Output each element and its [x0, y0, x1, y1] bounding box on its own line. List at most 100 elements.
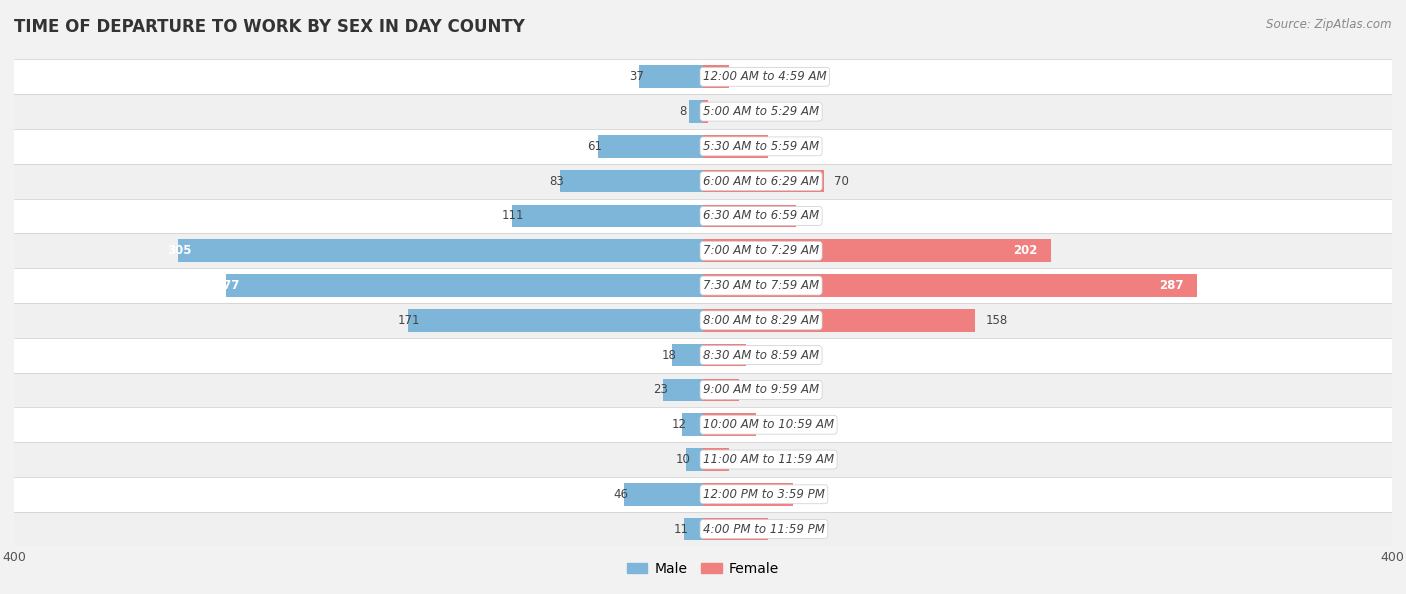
Bar [703, 518, 769, 541]
Text: 6:30 AM to 6:59 AM: 6:30 AM to 6:59 AM [703, 210, 820, 223]
Text: 52: 52 [803, 488, 818, 501]
Bar [14, 372, 1392, 407]
Bar [14, 477, 1392, 511]
Text: 111: 111 [502, 210, 524, 223]
Bar [682, 413, 703, 436]
Bar [14, 303, 1392, 338]
Text: Source: ZipAtlas.com: Source: ZipAtlas.com [1267, 18, 1392, 31]
Bar [560, 170, 703, 192]
Bar [686, 448, 703, 471]
Bar [14, 407, 1392, 442]
Text: 25: 25 [756, 349, 772, 362]
Bar [14, 442, 1392, 477]
Text: 21: 21 [749, 383, 765, 396]
Text: 11: 11 [673, 523, 689, 536]
Text: 15: 15 [740, 453, 754, 466]
Bar [703, 309, 976, 331]
Bar [14, 129, 1392, 164]
Text: 7:30 AM to 7:59 AM: 7:30 AM to 7:59 AM [703, 279, 820, 292]
Bar [624, 483, 703, 505]
Bar [14, 303, 1392, 338]
Text: 37: 37 [628, 70, 644, 83]
Bar [689, 100, 703, 123]
Bar [703, 239, 1050, 262]
Bar [14, 94, 1392, 129]
Bar [14, 268, 1392, 303]
Bar [703, 274, 1198, 297]
Bar [14, 372, 1392, 407]
Text: 70: 70 [834, 175, 849, 188]
Bar [685, 518, 703, 541]
Bar [703, 413, 756, 436]
Bar [512, 205, 703, 228]
Text: TIME OF DEPARTURE TO WORK BY SEX IN DAY COUNTY: TIME OF DEPARTURE TO WORK BY SEX IN DAY … [14, 18, 524, 36]
Bar [703, 100, 709, 123]
Bar [226, 274, 703, 297]
Bar [640, 65, 703, 88]
Bar [14, 94, 1392, 129]
Text: 305: 305 [167, 244, 191, 257]
Text: 46: 46 [613, 488, 628, 501]
Bar [14, 164, 1392, 198]
Bar [703, 170, 824, 192]
Text: 11:00 AM to 11:59 AM: 11:00 AM to 11:59 AM [703, 453, 834, 466]
Text: 6:00 AM to 6:29 AM: 6:00 AM to 6:29 AM [703, 175, 820, 188]
Bar [14, 511, 1392, 546]
Bar [14, 233, 1392, 268]
Legend: Male, Female: Male, Female [621, 556, 785, 581]
Text: 10:00 AM to 10:59 AM: 10:00 AM to 10:59 AM [703, 418, 834, 431]
Bar [14, 268, 1392, 303]
Bar [14, 198, 1392, 233]
Bar [14, 477, 1392, 511]
Bar [14, 129, 1392, 164]
Text: 4:00 PM to 11:59 PM: 4:00 PM to 11:59 PM [703, 523, 825, 536]
Text: 12: 12 [672, 418, 688, 431]
Text: 8:30 AM to 8:59 AM: 8:30 AM to 8:59 AM [703, 349, 820, 362]
Bar [14, 442, 1392, 477]
Text: 83: 83 [550, 175, 564, 188]
Text: 202: 202 [1012, 244, 1038, 257]
Bar [598, 135, 703, 157]
Bar [14, 338, 1392, 372]
Text: 8: 8 [679, 105, 686, 118]
Text: 158: 158 [986, 314, 1008, 327]
Text: 54: 54 [807, 210, 821, 223]
Text: 38: 38 [779, 140, 793, 153]
Text: 3: 3 [718, 105, 725, 118]
Text: 10: 10 [675, 453, 690, 466]
Bar [14, 338, 1392, 372]
Text: 5:30 AM to 5:59 AM: 5:30 AM to 5:59 AM [703, 140, 820, 153]
Bar [14, 407, 1392, 442]
Text: 171: 171 [398, 314, 420, 327]
Text: 12:00 AM to 4:59 AM: 12:00 AM to 4:59 AM [703, 70, 827, 83]
Text: 277: 277 [215, 279, 239, 292]
Text: 38: 38 [779, 523, 793, 536]
Bar [703, 65, 728, 88]
Bar [14, 59, 1392, 94]
Text: 8:00 AM to 8:29 AM: 8:00 AM to 8:29 AM [703, 314, 820, 327]
Text: 12:00 PM to 3:59 PM: 12:00 PM to 3:59 PM [703, 488, 825, 501]
Bar [409, 309, 703, 331]
Text: 61: 61 [588, 140, 603, 153]
Bar [703, 135, 769, 157]
Bar [703, 483, 793, 505]
Bar [177, 239, 703, 262]
Bar [14, 511, 1392, 546]
Text: 5:00 AM to 5:29 AM: 5:00 AM to 5:29 AM [703, 105, 820, 118]
Text: 7:00 AM to 7:29 AM: 7:00 AM to 7:29 AM [703, 244, 820, 257]
Bar [672, 344, 703, 366]
Text: 287: 287 [1159, 279, 1184, 292]
Bar [703, 378, 740, 401]
Bar [14, 233, 1392, 268]
Bar [14, 164, 1392, 198]
Bar [703, 205, 796, 228]
Text: 15: 15 [740, 70, 754, 83]
Text: 23: 23 [652, 383, 668, 396]
Text: 18: 18 [662, 349, 676, 362]
Bar [14, 198, 1392, 233]
Bar [14, 59, 1392, 94]
Bar [664, 378, 703, 401]
Text: 9:00 AM to 9:59 AM: 9:00 AM to 9:59 AM [703, 383, 820, 396]
Bar [703, 344, 747, 366]
Text: 31: 31 [766, 418, 782, 431]
